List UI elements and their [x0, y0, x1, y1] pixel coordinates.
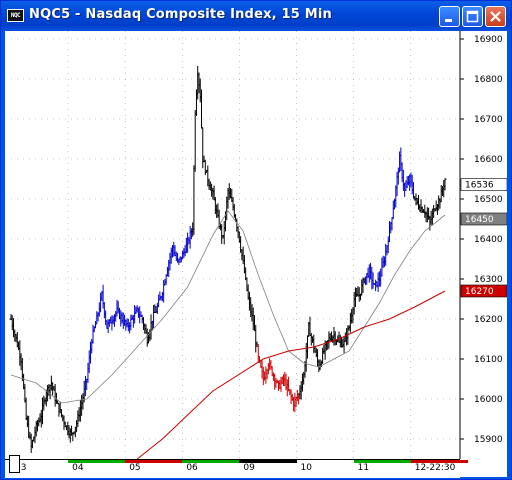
y-tick-label: 16300 [474, 275, 503, 285]
y-tick-label: 16400 [474, 235, 503, 245]
x-tick-label: 12-22:30 [414, 463, 456, 473]
x-axis: 03 04 05 06 09 10 11 12-22:30 [5, 459, 468, 478]
session-strip [11, 460, 69, 463]
close-icon [490, 11, 501, 22]
scroll-thumb[interactable] [9, 455, 20, 473]
session-strip [239, 460, 297, 463]
price-tags: 16536 16450 16270 [460, 178, 507, 298]
price-bar [443, 178, 447, 191]
price-chart[interactable]: 15900 16000 16100 16200 16300 16400 16500 16600… [5, 31, 507, 459]
minimize-button[interactable] [439, 6, 460, 27]
y-tick-label: 16800 [474, 75, 503, 85]
x-tick-label: 03 [15, 463, 27, 473]
chart-area[interactable]: 15900 16000 16100 16200 16300 16400 16500 16600… [5, 31, 507, 478]
session-strip [410, 460, 468, 463]
price-tag-box [460, 212, 507, 226]
close-button[interactable] [485, 6, 506, 27]
y-tick-label: 16700 [474, 115, 503, 125]
session-strip [125, 460, 183, 463]
price-tag-box [460, 284, 507, 298]
x-tick-label: 09 [243, 463, 255, 473]
x-tick-label: 11 [357, 463, 370, 473]
session-strip [353, 460, 411, 463]
y-tick-label: 16500 [474, 195, 503, 205]
ohlc-bars [9, 65, 447, 453]
slow-moving-average-line [136, 290, 446, 459]
y-tick-label: 16900 [474, 35, 503, 45]
y-axis: 15900 16000 16100 16200 16300 16400 16500 16600… [460, 35, 503, 445]
price-tag-label: 16270 [465, 287, 494, 297]
price-tag-label: 16450 [465, 215, 494, 225]
x-tick-label: 05 [129, 463, 141, 473]
title-bar[interactable]: NQC NQC5 - Nasdaq Composite Index, 15 Mi… [1, 1, 511, 31]
price-tag-label: 16536 [465, 181, 494, 191]
y-tick-label: 16600 [474, 155, 503, 165]
price-tag-box [460, 178, 507, 191]
maximize-icon [466, 10, 479, 23]
y-tick-label: 16000 [474, 395, 503, 405]
x-tick-label: 10 [300, 463, 312, 473]
y-tick-label: 16100 [474, 355, 503, 365]
app-icon[interactable]: NQC [7, 9, 24, 22]
session-strip [182, 460, 240, 463]
grid [11, 31, 460, 459]
price-bar [193, 110, 197, 172]
fast-moving-average-line [10, 210, 446, 404]
window-title: NQC5 - Nasdaq Composite Index, 15 Min [29, 7, 332, 22]
maximize-button[interactable] [462, 6, 483, 27]
x-tick-label: 06 [186, 463, 198, 473]
minimize-icon [445, 19, 452, 22]
y-tick-label: 15900 [474, 435, 503, 445]
x-tick-label: 04 [72, 463, 84, 473]
price-bar [220, 224, 224, 244]
session-strip [296, 460, 354, 463]
y-tick-label: 16200 [474, 315, 503, 325]
session-strip [68, 460, 126, 463]
